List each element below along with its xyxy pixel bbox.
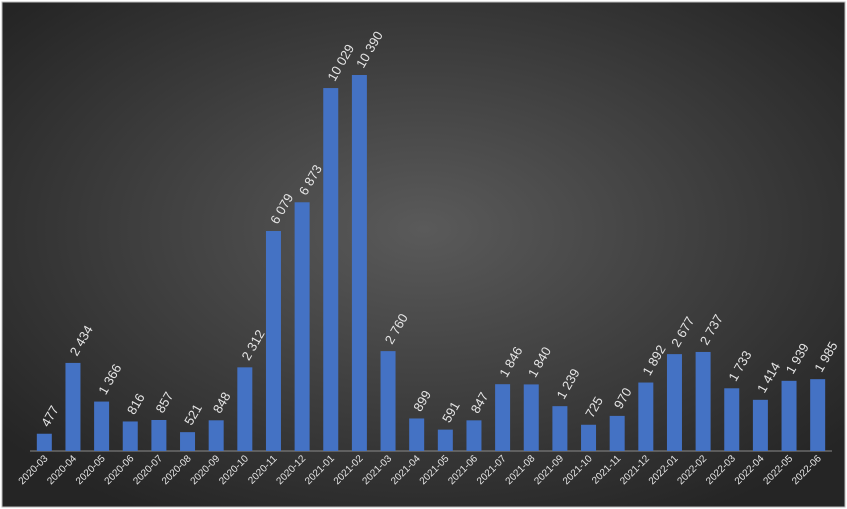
bar [122,421,138,451]
bar [724,388,740,451]
bar [695,351,711,451]
bar [752,399,768,451]
bar [380,351,396,451]
bar [609,415,625,451]
bar [180,432,196,451]
bar [65,362,81,451]
bar [581,424,597,451]
bar [810,379,826,451]
bar [265,231,281,451]
bar [638,382,654,451]
bar [409,418,425,451]
bar [36,433,52,451]
bar [666,354,682,451]
bar [466,420,482,451]
bar [781,380,797,451]
bar [237,367,253,451]
bar [208,420,224,451]
bar [151,419,167,451]
bar [294,202,310,451]
bar [323,88,339,452]
bar [437,429,453,451]
bar [351,75,367,451]
bar [552,406,568,451]
bar [495,384,511,451]
bar [523,384,539,451]
bar [94,401,110,451]
